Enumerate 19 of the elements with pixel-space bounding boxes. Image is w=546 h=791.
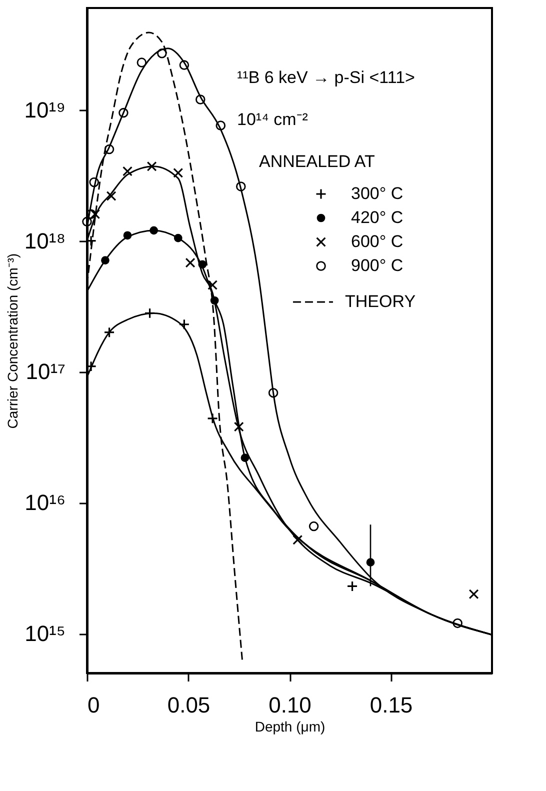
legend-label: THEORY bbox=[345, 292, 416, 311]
y-tick-label: 10¹⁶ bbox=[24, 490, 66, 516]
x-tick-label: 0.15 bbox=[370, 692, 413, 718]
y-axis-title: Carrier Concentration (cm⁻³) bbox=[4, 253, 20, 429]
legend-label: 600° C bbox=[351, 232, 404, 251]
y-tick-label: 10¹⁸ bbox=[24, 228, 66, 254]
x-axis-title: Depth (μm) bbox=[254, 718, 326, 734]
x-tick-label: 0.10 bbox=[268, 692, 312, 718]
annotation: ¹¹B 6 keV → p-Si <111> bbox=[237, 68, 416, 87]
x-tick-label: 0.05 bbox=[167, 692, 210, 718]
legend-label: 300° C bbox=[351, 184, 404, 203]
y-tick-label: 10¹⁵ bbox=[24, 621, 66, 646]
x-tick-label: 0 bbox=[88, 692, 100, 718]
y-tick-label: 10¹⁷ bbox=[26, 359, 66, 384]
legend-title: ANNEALED AT bbox=[259, 152, 375, 171]
legend-label: 420° C bbox=[351, 208, 404, 227]
legend-label: 900° C bbox=[351, 256, 404, 275]
annotation: 10¹⁴ cm⁻² bbox=[237, 110, 308, 129]
y-tick-label: 10¹⁹ bbox=[24, 97, 66, 122]
